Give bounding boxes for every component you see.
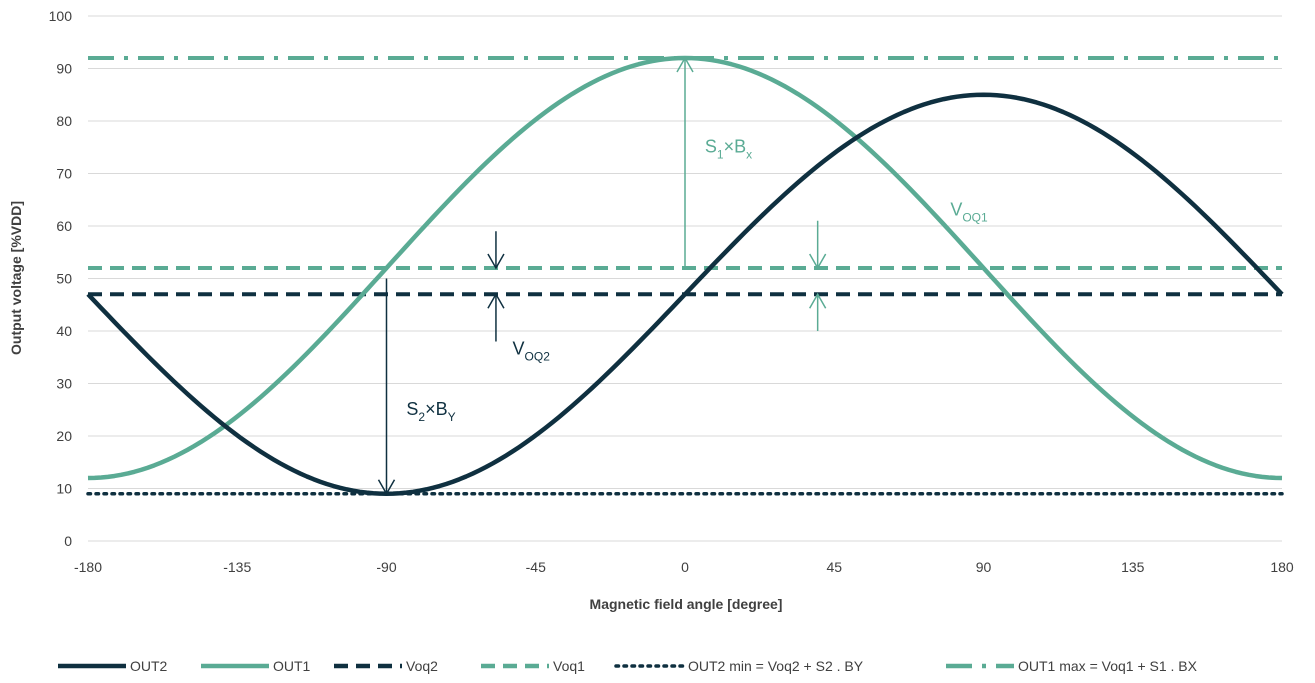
x-tick-label: 45 (826, 559, 842, 575)
arrowhead-s1bx (676, 56, 694, 73)
annotation-label: S2×BY (406, 399, 455, 424)
legend-item: OUT1 (201, 658, 311, 674)
legend-item: Voq2 (334, 658, 438, 674)
x-axis-title: Magnetic field angle [degree] (590, 596, 783, 612)
annotation-sub: 2 (418, 410, 425, 424)
legend-item: Voq1 (481, 658, 585, 674)
annotation-label: VOQ2 (513, 339, 551, 364)
x-tick-label: -45 (526, 559, 546, 575)
x-tick-label: 0 (681, 559, 689, 575)
y-tick-labels: 0 10 20 30 40 50 60 70 80 90 100 (49, 8, 73, 549)
annotation-sub: Y (448, 410, 456, 424)
legend-label: OUT2 min = Voq2 + S2 . BY (688, 658, 864, 674)
x-tick-label: -180 (74, 559, 102, 575)
arrowhead-voq1-top (809, 253, 827, 270)
legend-label: OUT1 (273, 658, 311, 674)
annotation-main: V (513, 339, 525, 359)
x-tick-label: 90 (976, 559, 992, 575)
annotation-label: S1×Bx (705, 137, 752, 162)
y-tick-label: 20 (56, 428, 72, 444)
legend-item: OUT2 (58, 658, 168, 674)
y-tick-label: 70 (56, 166, 72, 182)
x-tick-label: 180 (1270, 559, 1294, 575)
annotation-sub: 1 (717, 148, 724, 162)
annotation-mid: ×B (724, 137, 747, 157)
x-tick-label: -90 (376, 559, 396, 575)
annotation-main: V (950, 200, 962, 220)
annotation-sub: OQ2 (525, 350, 551, 364)
x-tick-label: -135 (223, 559, 251, 575)
annotation-sub: OQ1 (962, 211, 988, 225)
arrowhead-voq2-top (487, 253, 505, 270)
arrowhead-s2by (377, 479, 396, 496)
legend-item: OUT1 max = Voq1 + S1 . BX (946, 658, 1198, 674)
legend-label: Voq2 (406, 658, 438, 674)
legend: OUT2 OUT1 Voq2 Voq1 OUT2 min = Voq2 + S2 . B… (58, 658, 1198, 674)
x-tick-label: 135 (1121, 559, 1145, 575)
y-tick-label: 100 (49, 8, 73, 24)
legend-label: OUT1 max = Voq1 + S1 . BX (1018, 658, 1198, 674)
y-axis-title: Output voltage [%VDD] (8, 201, 24, 355)
y-tick-label: 30 (56, 376, 72, 392)
y-tick-label: 90 (56, 61, 72, 77)
annotation-main: S (406, 399, 418, 419)
x-tick-labels: -180 -135 -90 -45 0 45 90 135 180 (74, 559, 1294, 575)
annotation-arrows (377, 56, 827, 496)
annotation-mid: ×B (425, 399, 448, 419)
arrowhead-voq1-bottom (809, 292, 827, 309)
legend-label: Voq1 (553, 658, 585, 674)
y-tick-label: 50 (56, 271, 72, 287)
legend-label: OUT2 (130, 658, 168, 674)
y-tick-label: 0 (64, 533, 72, 549)
y-tick-label: 10 (56, 481, 72, 497)
annotation-label: VOQ1 (950, 200, 988, 225)
legend-item: OUT2 min = Voq2 + S2 . BY (614, 658, 864, 674)
y-tick-label: 60 (56, 218, 72, 234)
annotation-sub: x (746, 148, 752, 162)
y-tick-label: 80 (56, 113, 72, 129)
series-out2 (86, 92, 1284, 496)
annotation-main: S (705, 137, 717, 157)
arrowhead-voq2-bottom (487, 292, 505, 309)
y-tick-label: 40 (56, 323, 72, 339)
